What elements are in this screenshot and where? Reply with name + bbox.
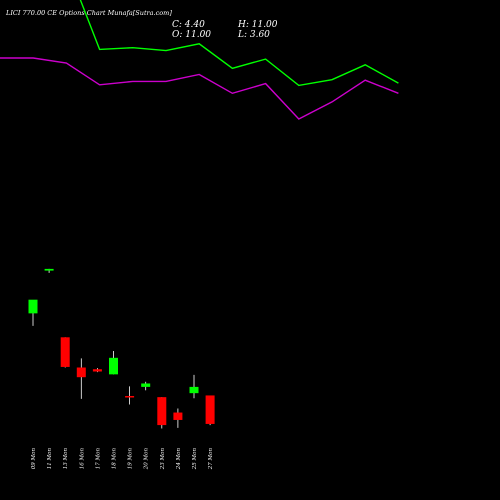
x-tick-label: 16 Mon <box>79 448 85 470</box>
candle-body <box>189 386 199 394</box>
candle-body <box>92 369 102 372</box>
x-tick-label: 17 Mon <box>95 448 101 470</box>
high-value: H: 11.00 <box>237 20 278 30</box>
x-tick-label: 11 Mon <box>47 448 53 470</box>
candle-body <box>157 397 167 426</box>
candle <box>125 386 135 405</box>
candle <box>109 350 118 375</box>
x-tick-label: 25 Mon <box>192 448 198 471</box>
open-value: O: 11.00 <box>172 30 211 40</box>
indicator-lines <box>0 0 399 120</box>
upper-band-line <box>79 0 399 87</box>
candle-body <box>76 367 86 378</box>
close-value: C: 4.40 <box>172 20 205 30</box>
x-tick-label: 27 Mon <box>208 448 214 471</box>
candle <box>44 268 54 273</box>
candle-body <box>125 396 135 398</box>
x-tick-label: 13 Mon <box>63 448 69 470</box>
candle <box>141 381 151 391</box>
x-tick-label: 19 Mon <box>128 448 134 470</box>
lower-band-line <box>0 57 399 120</box>
candle-body <box>173 412 183 420</box>
x-tick-label: 23 Mon <box>160 448 166 471</box>
low-value: L: 3.60 <box>237 30 270 40</box>
candle-body <box>109 357 118 375</box>
candle <box>76 358 86 399</box>
candle <box>157 397 167 429</box>
candle-body <box>141 383 151 387</box>
candle <box>92 368 102 373</box>
candle-body <box>205 395 215 424</box>
candle <box>60 337 70 368</box>
candle <box>189 374 199 399</box>
candle-body <box>60 337 70 367</box>
candle-body <box>28 299 38 314</box>
x-tick-label: 20 Mon <box>144 448 150 471</box>
x-axis-labels: 09 Mon 11 Mon 13 Mon 16 Mon 17 Mon 18 Mon 19 M… <box>31 448 214 471</box>
candles <box>28 268 215 429</box>
candle <box>173 408 183 428</box>
x-tick-label: 24 Mon <box>176 448 182 471</box>
candle-body <box>44 268 54 271</box>
x-tick-label: 18 Mon <box>112 448 118 470</box>
chart-title: LICI 770.00 CE Options Chart Munafa[Sutr… <box>5 9 172 17</box>
candle <box>205 395 215 426</box>
x-tick-label: 09 Mon <box>31 448 37 470</box>
candle <box>28 299 38 326</box>
